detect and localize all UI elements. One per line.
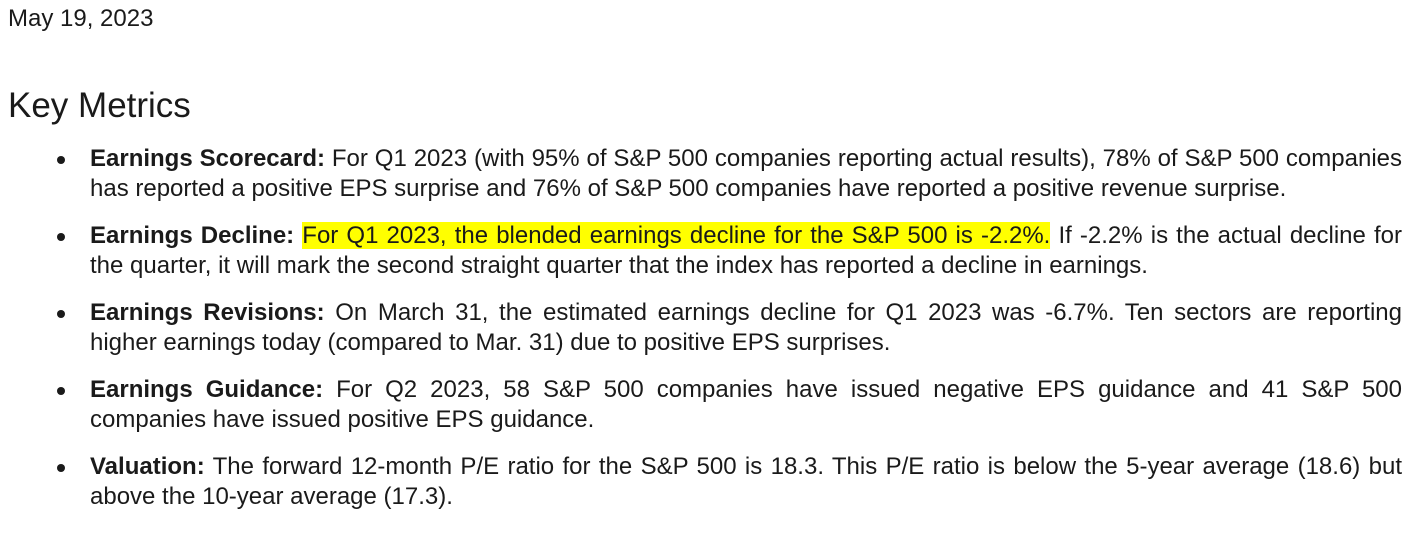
- bullet-text: For Q1 2023 (with 95% of S&P 500 compani…: [90, 145, 1402, 202]
- bullet-text: On March 31, the estimated earnings decl…: [90, 299, 1403, 356]
- bullet-label: Earnings Scorecard:: [90, 145, 325, 172]
- bullet-text: The forward 12-month P/E ratio for the S…: [90, 453, 1402, 510]
- bullet-text: If -2.2% is the actual decline for the q…: [90, 222, 1402, 279]
- bullet-label: Earnings Guidance:: [90, 376, 324, 403]
- bullet-earnings-decline: Earnings Decline: For Q1 2023, the blend…: [57, 221, 1402, 281]
- bullet-text: For Q2 2023, 58 S&P 500 companies have i…: [90, 376, 1402, 433]
- report-date: May 19, 2023: [8, 5, 154, 32]
- bullet-label: Earnings Decline:: [90, 222, 295, 249]
- bullet-valuation: Valuation: The forward 12-month P/E rati…: [57, 452, 1402, 512]
- bullet-label: Earnings Revisions:: [90, 299, 325, 326]
- bullet-earnings-scorecard: Earnings Scorecard: For Q1 2023 (with 95…: [57, 144, 1402, 204]
- section-heading: Key Metrics: [8, 86, 191, 125]
- bullet-earnings-guidance: Earnings Guidance: For Q2 2023, 58 S&P 5…: [57, 375, 1402, 435]
- bullet-earnings-revisions: Earnings Revisions: On March 31, the est…: [57, 298, 1403, 358]
- highlighted-text: For Q1 2023, the blended earnings declin…: [302, 222, 1051, 249]
- key-metrics-list: Earnings Scorecard: For Q1 2023 (with 95…: [57, 144, 1403, 529]
- bullet-label: Valuation:: [90, 453, 205, 480]
